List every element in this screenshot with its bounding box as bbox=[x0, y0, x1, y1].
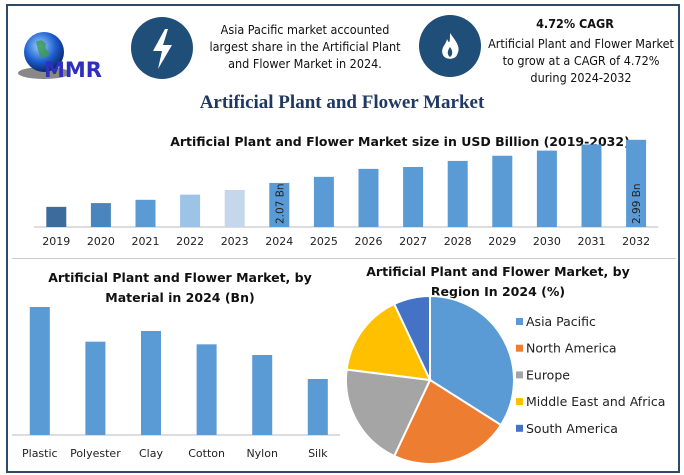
x-tick-Cotton: Cotton bbox=[188, 447, 225, 460]
x-tick-2019: 2019 bbox=[42, 235, 70, 248]
x-tick-Polyester: Polyester bbox=[70, 447, 121, 460]
pie-slice-europe bbox=[345, 368, 432, 458]
x-tick-2031: 2031 bbox=[578, 235, 606, 248]
legend-swatch bbox=[516, 371, 523, 379]
legend-label: South America bbox=[526, 421, 618, 436]
legend-label: Middle East and Africa bbox=[526, 394, 665, 409]
bar-2020 bbox=[90, 203, 111, 227]
globe-icon: MMR bbox=[18, 32, 102, 82]
flame-icon bbox=[419, 15, 481, 77]
bar-2021 bbox=[135, 199, 156, 227]
bar-2019 bbox=[46, 206, 67, 227]
logo-text: MMR bbox=[44, 58, 102, 82]
legend-label: Europe bbox=[526, 367, 570, 382]
region-pie-chart: Asia Pacific North America Europe Middle Ea… bbox=[345, 294, 665, 465]
legend-swatch bbox=[516, 318, 523, 325]
x-tick-2026: 2026 bbox=[355, 235, 383, 248]
pie-slice-south-america bbox=[392, 294, 431, 381]
market-size-chart-title: Artificial Plant and Flower Market size … bbox=[170, 134, 630, 149]
x-tick-2025: 2025 bbox=[310, 235, 338, 248]
bar-2022 bbox=[180, 194, 201, 227]
data-label-2032: 2.99 Bn bbox=[631, 183, 643, 224]
x-tick-2028: 2028 bbox=[444, 235, 472, 248]
x-tick-2020: 2020 bbox=[87, 235, 115, 248]
x-tick-Silk: Silk bbox=[308, 447, 328, 460]
bar-2030 bbox=[536, 150, 557, 227]
market-size-chart: 2019 2020 2021 2022 2023 2024 2.07 Bn 2025 2026 2… bbox=[34, 139, 659, 248]
pie-slice-middle-east-and-africa bbox=[345, 302, 432, 382]
bar-2031 bbox=[581, 144, 602, 227]
x-tick-2024: 2024 bbox=[265, 235, 293, 248]
legend-swatch bbox=[516, 398, 523, 406]
x-tick-2029: 2029 bbox=[488, 235, 516, 248]
bar-Plastic bbox=[29, 307, 50, 435]
legend-swatch bbox=[516, 344, 523, 352]
frame bbox=[6, 4, 680, 473]
bar-2024 bbox=[269, 182, 290, 227]
cagr-title: 4.72% CAGR bbox=[536, 16, 614, 31]
mmr-logo: MMR bbox=[14, 28, 124, 88]
material-chart: Plastic Polyester Clay Cotton Nylon Silk bbox=[12, 307, 340, 460]
bar-2025 bbox=[313, 176, 334, 227]
bar-Clay bbox=[141, 331, 161, 435]
bar-2023 bbox=[224, 189, 245, 227]
divider bbox=[12, 258, 676, 259]
x-tick-Plastic: Plastic bbox=[22, 447, 58, 460]
bar-2027 bbox=[403, 167, 424, 227]
region-chart-title: Artificial Plant and Flower Market, by R… bbox=[366, 264, 630, 299]
x-tick-2032: 2032 bbox=[622, 235, 650, 248]
legend-label: North America bbox=[526, 341, 617, 356]
highlight-text: Asia Pacific market accounted largest sh… bbox=[209, 22, 401, 71]
legend-swatch bbox=[516, 424, 523, 432]
x-tick-2027: 2027 bbox=[399, 235, 427, 248]
lightning-icon bbox=[131, 17, 193, 79]
x-tick-2022: 2022 bbox=[176, 235, 204, 248]
bar-Silk bbox=[307, 379, 328, 435]
bar-2026 bbox=[358, 168, 379, 227]
cagr-text: Artificial Plant and Flower Market to gr… bbox=[488, 36, 674, 85]
x-tick-Clay: Clay bbox=[139, 447, 163, 460]
x-tick-2023: 2023 bbox=[221, 235, 249, 248]
bar-Cotton bbox=[196, 344, 217, 435]
bar-2032 bbox=[626, 139, 647, 227]
data-label-2024: 2.07 Bn bbox=[274, 183, 286, 224]
x-tick-2030: 2030 bbox=[533, 235, 561, 248]
material-chart-title: Artificial Plant and Flower Market, by M… bbox=[48, 270, 312, 305]
x-tick-2021: 2021 bbox=[132, 235, 160, 248]
bar-Polyester bbox=[85, 341, 106, 435]
bar-2028 bbox=[447, 160, 468, 227]
legend-label: Asia Pacific bbox=[526, 314, 596, 329]
bar-2029 bbox=[492, 155, 513, 227]
x-tick-Nylon: Nylon bbox=[246, 447, 278, 460]
bar-Nylon bbox=[252, 355, 273, 435]
main-title: Artificial Plant and Flower Market bbox=[199, 92, 485, 113]
